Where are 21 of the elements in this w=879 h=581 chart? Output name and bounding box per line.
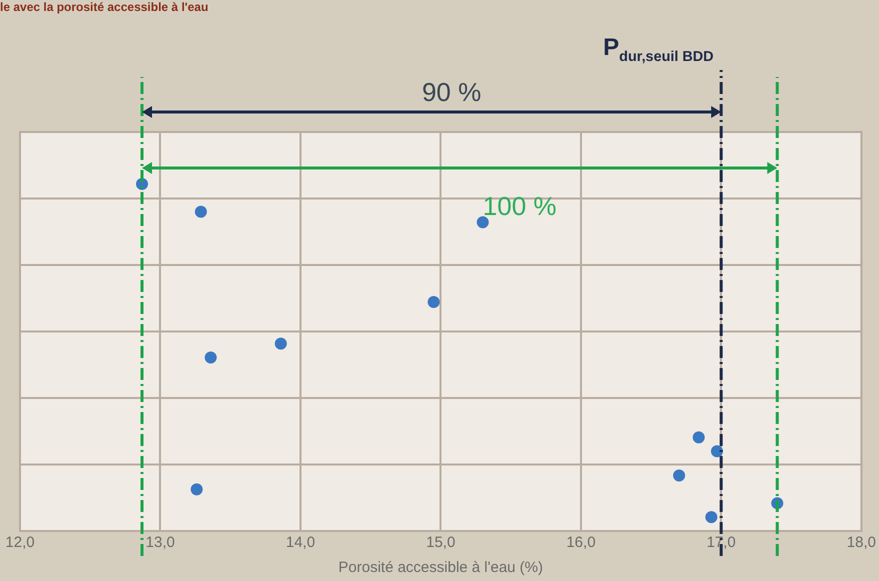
point	[190, 483, 203, 496]
point	[204, 352, 217, 364]
x-tick-label: 14,0	[286, 534, 316, 552]
annotation: 100 %	[482, 191, 556, 222]
point	[705, 511, 718, 524]
x-tick-label: 15,0	[426, 534, 456, 552]
point	[476, 216, 489, 228]
x-axis-title: Porosité accessible à l'eau (%)	[338, 559, 544, 576]
point	[692, 431, 705, 444]
point	[710, 445, 723, 458]
x-tick-label: 18,0	[846, 534, 876, 552]
chart-title: le avec la porosité accessible à l'eau	[0, 0, 208, 14]
x-tick-label: 16,0	[566, 534, 596, 552]
point	[274, 338, 287, 350]
point	[194, 206, 207, 218]
x-tick-label: 12,0	[5, 534, 35, 552]
point	[673, 469, 686, 482]
x-tick-label: 13,0	[146, 534, 175, 552]
x-tick-label: 17,0	[706, 534, 736, 552]
point	[428, 296, 440, 308]
text: 90 %	[422, 77, 482, 108]
